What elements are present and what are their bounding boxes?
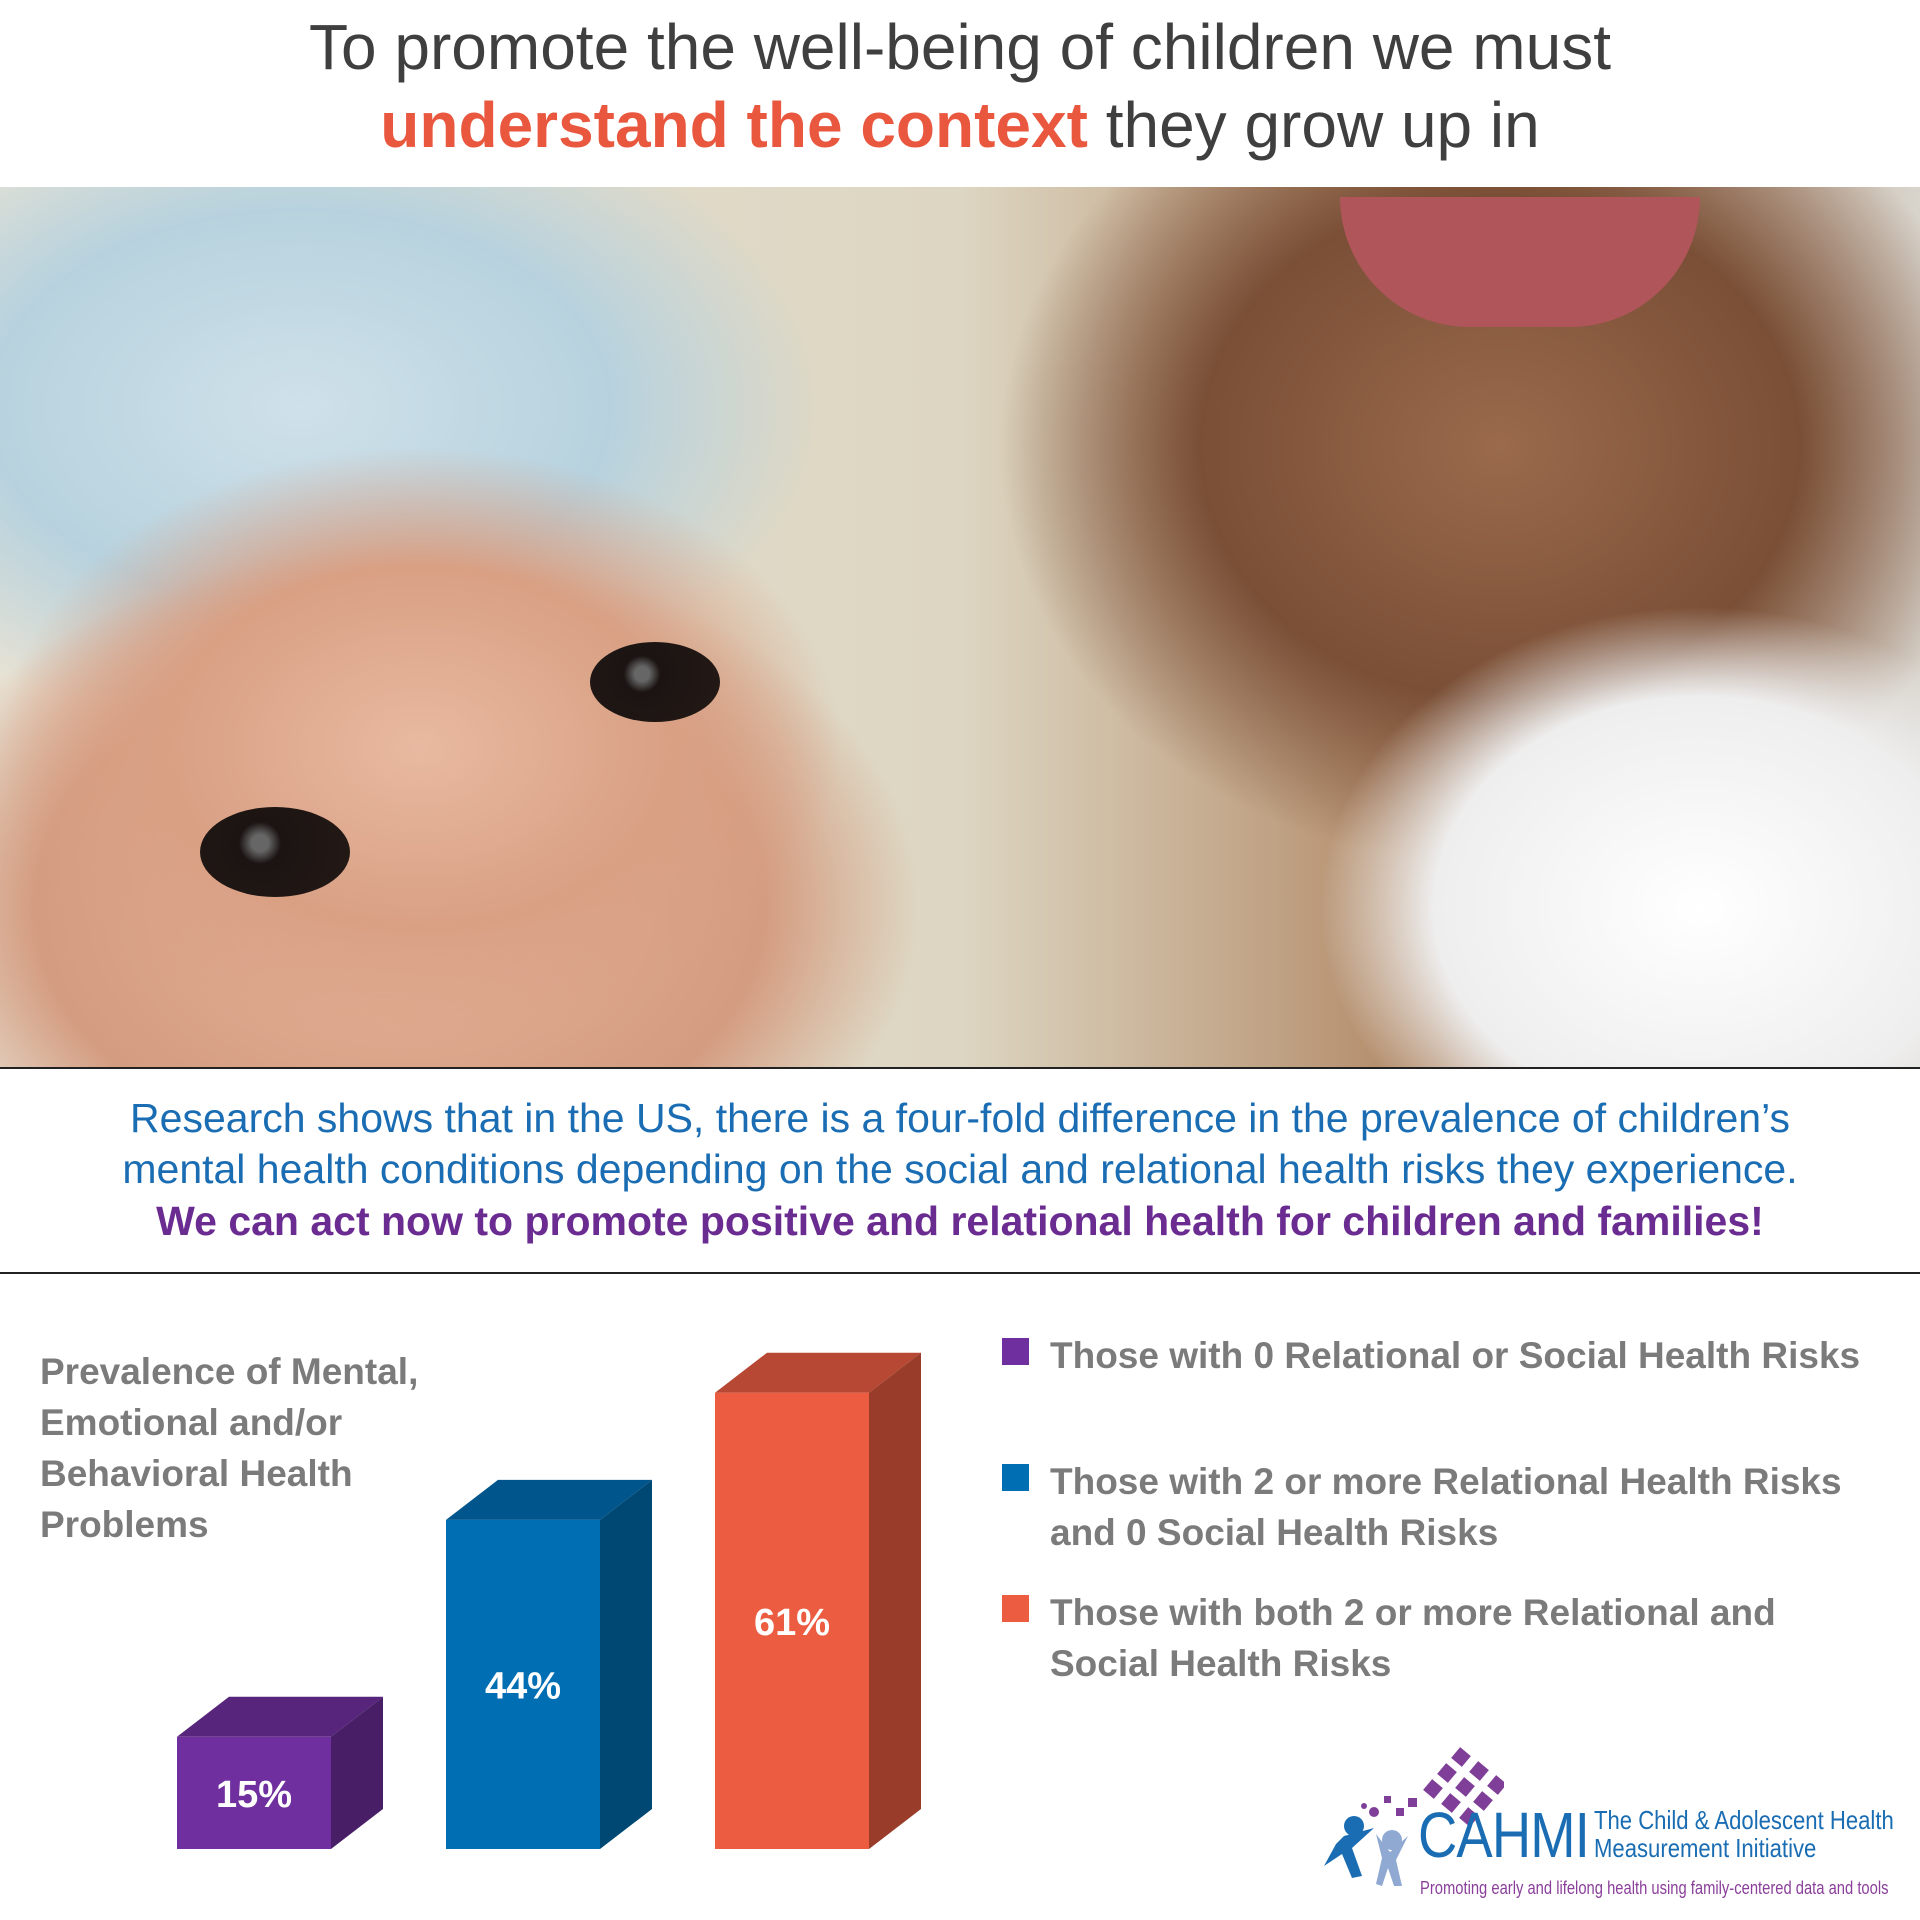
research-text-line-2: mental health conditions depending on th… [122,1146,1798,1192]
mother-smile [1340,197,1700,327]
bar-label-0: 15% [216,1774,292,1816]
legend-label: Those with 2 or more Relational Health R… [1050,1461,1842,1553]
legend-swatch [1002,1464,1029,1491]
bar-top-0 [177,1696,383,1737]
bar-side-1 [600,1479,652,1849]
bar-1 [446,1519,600,1849]
logo-org-name: The Child & Adolescent Health Measurement… [1594,1806,1894,1862]
research-text-line-1: Research shows that in the US, there is … [130,1095,1790,1141]
legend-item-1: Those with 2 or more Relational Health R… [1002,1456,1850,1558]
call-to-action: We can act now to promote positive and r… [156,1198,1764,1244]
legend-swatch [1002,1595,1029,1622]
bar-top-1 [446,1479,652,1520]
hero-photo-baby-and-mother [0,187,1920,1067]
baby-eye-right [590,642,720,722]
bar-0 [177,1736,331,1849]
legend-swatch [1002,1338,1029,1365]
bar-chart: 15% 44% 61% [177,1352,921,1849]
headline-line-2: understand the context they grow up in [0,86,1920,164]
bar-label-1: 44% [485,1665,561,1707]
bar-side-2 [869,1352,921,1849]
logo-wordmark: CAHMI [1418,1799,1590,1871]
bar-side-0 [331,1696,383,1849]
cahmi-logo: CAHMI The Child & Adolescent Health Measu… [1304,1736,1904,1906]
divider-bottom [0,1272,1920,1274]
chart-title: Prevalence of Mental, Emotional and/or B… [40,1351,419,1545]
legend-item-2: Those with both 2 or more Relational and… [1002,1587,1830,1689]
headline-accent: understand the context [380,89,1088,161]
headline-line-1: To promote the well-being of children we… [309,11,1611,83]
baby-eye-left [200,807,350,897]
headline-rest: they grow up in [1087,89,1540,161]
legend-label: Those with both 2 or more Relational and… [1050,1592,1776,1684]
legend-label: Those with 0 Relational or Social Health… [1050,1335,1861,1376]
org-line-1: The Child & Adolescent Health [1594,1805,1894,1835]
logo-tagline: Promoting early and lifelong health usin… [1420,1878,1889,1898]
bar-2 [715,1392,869,1849]
org-line-2: Measurement Initiative [1594,1833,1817,1863]
bar-top-2 [715,1352,921,1393]
legend-item-0: Those with 0 Relational or Social Health… [1002,1330,1880,1381]
logo-figures-and-grid-icon [1324,1747,1504,1886]
bar-label-2: 61% [754,1602,830,1644]
divider-top [0,1067,1920,1069]
